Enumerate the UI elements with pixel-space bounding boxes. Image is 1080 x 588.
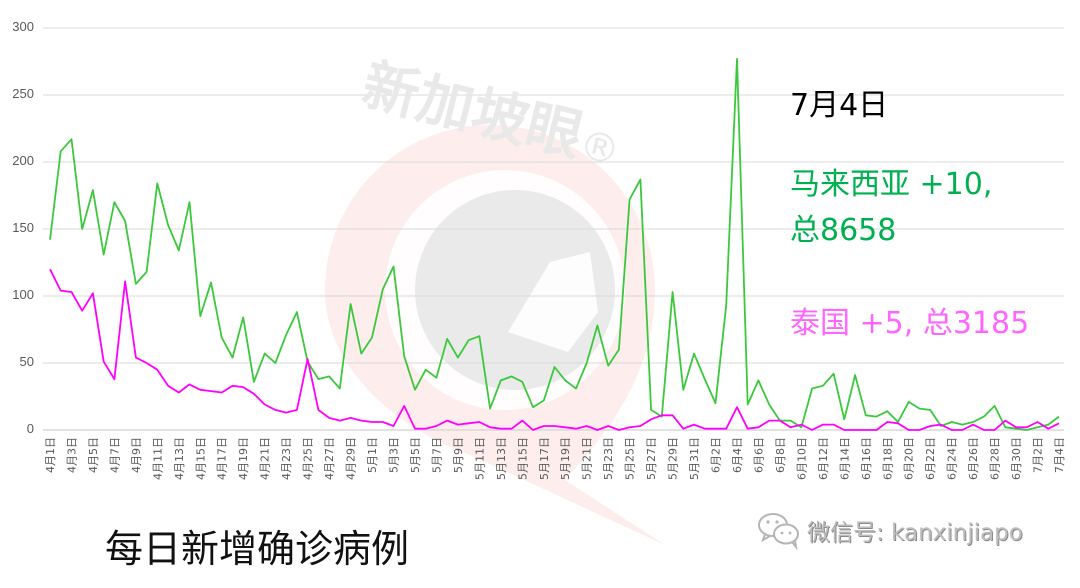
x-tick-label: 4月17日: [216, 437, 229, 480]
y-tick-label: 200: [12, 153, 34, 168]
x-axis-labels: 4月1日 4月3日 4月5日 4月7日 4月9日 4月11日 4月13日 4月15日 4月17日…: [44, 437, 1066, 480]
y-tick-label: 250: [12, 86, 34, 101]
x-tick-label: 4月25日: [302, 437, 315, 480]
date-annotation: 7月4日: [790, 88, 889, 123]
x-tick-label: 5月29日: [667, 437, 680, 480]
x-tick-label: 5月31日: [688, 437, 701, 480]
x-tick-label: 6月20日: [903, 437, 916, 480]
x-tick-label: 6月2日: [710, 437, 723, 473]
watermark-pin-icon: [325, 125, 665, 545]
wechat-id: 微信号: kanxinjiapo: [807, 520, 1023, 546]
y-tick-label: 50: [19, 354, 34, 369]
x-tick-label: 6月24日: [946, 437, 959, 480]
x-tick-label: 6月8日: [774, 437, 787, 473]
thailand-annotation: 泰国 +5, 总3185: [790, 306, 1030, 341]
x-tick-label: 5月21日: [581, 437, 594, 480]
x-tick-label: 5月19日: [559, 437, 572, 480]
y-tick-label: 0: [26, 421, 34, 436]
series-line: [49, 268, 1060, 431]
x-tick-label: 5月1日: [366, 437, 379, 473]
y-tick-label: 300: [12, 19, 34, 34]
malaysia-annotation: 马来西亚 +10, 总8658: [790, 162, 992, 254]
x-tick-label: 5月3日: [387, 437, 400, 473]
x-tick-label: 4月13日: [173, 437, 186, 480]
x-tick-label: 5月7日: [430, 437, 443, 473]
x-tick-label: 5月9日: [452, 437, 465, 473]
malaysia-annotation-line2: 总8658: [790, 213, 897, 248]
x-tick-label: 4月11日: [151, 437, 164, 480]
x-tick-label: 7月2日: [1032, 437, 1045, 473]
x-tick-label: 4月23日: [280, 437, 293, 480]
x-tick-label: 4月9日: [130, 437, 143, 473]
x-tick-label: 5月23日: [602, 437, 615, 480]
x-tick-label: 6月28日: [989, 437, 1002, 480]
x-tick-label: 4月3日: [65, 437, 78, 473]
x-tick-label: 4月21日: [259, 437, 272, 480]
x-tick-label: 7月4日: [1053, 437, 1066, 473]
x-tick-label: 4月1日: [44, 437, 57, 473]
x-tick-label: 5月5日: [409, 437, 422, 473]
x-tick-label: 4月7日: [108, 437, 121, 473]
x-tick-label: 5月25日: [624, 437, 637, 480]
y-tick-label: 150: [12, 220, 34, 235]
x-tick-label: 4月29日: [345, 437, 358, 480]
wechat-watermark: 微信号: kanxinjiapo: [757, 510, 1023, 550]
x-tick-label: 6月18日: [881, 437, 894, 480]
series-lines: [49, 57, 1060, 431]
x-tick-label: 6月6日: [752, 437, 765, 473]
x-tick-label: 5月13日: [495, 437, 508, 480]
x-tick-label: 4月15日: [194, 437, 207, 480]
x-tick-label: 4月5日: [87, 437, 100, 473]
x-tick-label: 6月26日: [967, 437, 980, 480]
y-tick-label: 100: [12, 287, 34, 302]
x-tick-label: 4月19日: [237, 437, 250, 480]
x-tick-label: 6月16日: [860, 437, 873, 480]
x-tick-label: 4月27日: [323, 437, 336, 480]
malaysia-annotation-line1: 马来西亚 +10,: [790, 167, 993, 202]
chart-caption: 每日新增确诊病例: [105, 527, 410, 571]
x-tick-label: 5月27日: [645, 437, 658, 480]
x-tick-label: 6月14日: [838, 437, 851, 480]
x-tick-label: 6月4日: [731, 437, 744, 473]
series-line: [49, 57, 1060, 431]
x-tick-label: 5月15日: [516, 437, 529, 480]
x-tick-label: 6月22日: [924, 437, 937, 480]
x-tick-label: 5月17日: [538, 437, 551, 480]
wechat-icon: [758, 513, 799, 550]
x-tick-label: 6月12日: [817, 437, 830, 480]
x-tick-label: 6月10日: [795, 437, 808, 480]
gridlines: [43, 27, 1064, 431]
x-tick-label: 5月11日: [473, 437, 486, 480]
x-tick-label: 6月30日: [1010, 437, 1023, 480]
